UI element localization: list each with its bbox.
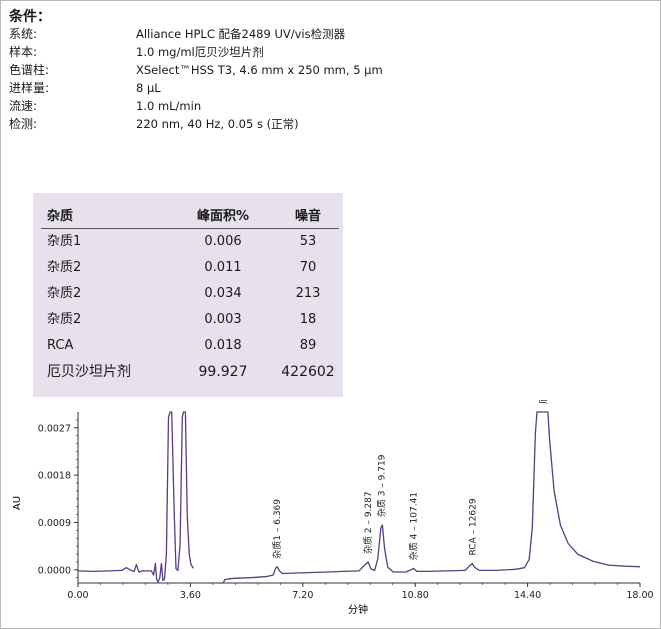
- noise-cell: 18: [299, 312, 317, 327]
- peak-area-cell: 0.003: [204, 312, 242, 327]
- peak-label: 厄贝沙坦片剂 – 14.904: [537, 400, 549, 404]
- header-peak-area: 峰面积%: [196, 209, 250, 224]
- condition-value: XSelect™HSS T3, 4.6 mm x 250 mm, 5 μm: [136, 63, 383, 77]
- conditions-title: 条件：: [9, 9, 51, 25]
- table-row: 杂质2 0.003 18: [33, 309, 343, 331]
- impurity-table: 杂质 峰面积% 噪音 杂质1 0.006 53 杂质2 0.011 70 杂质2 0.034 2…: [33, 193, 343, 397]
- peak-label: 杂质1 – 6.369: [271, 499, 283, 559]
- y-tick-label: 0.0000: [38, 565, 71, 576]
- peak-label: 杂质 4 – 107.41: [407, 492, 419, 560]
- table-row: 杂质1 0.006 53: [33, 231, 343, 253]
- condition-label: 样本:: [9, 45, 38, 59]
- condition-value: 220 nm, 40 Hz, 0.05 s (正常): [136, 117, 299, 131]
- noise-cell: 422602: [281, 364, 335, 380]
- chromatogram-chart: 0.0000 0.0009 0.0018 0.0027 0.00 3.60 7.20 10.8…: [12, 400, 654, 616]
- x-tick-label: 0.00: [67, 590, 88, 601]
- table-row: 杂质2 0.034 213: [33, 283, 343, 305]
- condition-value: Alliance HPLC 配备2489 UV/vis检测器: [136, 27, 346, 41]
- noise-cell: 70: [299, 260, 317, 275]
- peak-area-cell: 99.927: [198, 364, 248, 380]
- table-header-row: 杂质 峰面积% 噪音: [33, 206, 343, 228]
- x-tick-label: 7.20: [292, 590, 313, 601]
- table-row: 杂质2 0.011 70: [33, 257, 343, 279]
- impurity-name-cell: 杂质2: [47, 312, 82, 327]
- impurity-name-cell: RCA: [47, 338, 74, 353]
- peak-area-cell: 0.006: [204, 234, 242, 249]
- peak-label: 杂质 3 – 9.719: [375, 454, 387, 517]
- chromatogram-line: [219, 411, 640, 584]
- chromatogram-line: [78, 411, 195, 583]
- chromatogram-trace: [78, 411, 640, 584]
- table-header-rule: [41, 228, 339, 229]
- condition-value: 8 μL: [136, 81, 161, 95]
- peak-area-cell: 0.034: [204, 286, 242, 301]
- y-tick-label: 0.0027: [38, 423, 71, 434]
- noise-cell: 213: [295, 286, 321, 301]
- noise-cell: 89: [299, 338, 317, 353]
- x-tick-label: 18.00: [626, 590, 653, 601]
- peak-area-cell: 0.011: [204, 260, 242, 275]
- x-tick-label: 10.80: [402, 590, 429, 601]
- impurity-name-cell: 杂质1: [47, 234, 82, 249]
- peak-label: 杂质 2 – 9.287: [362, 491, 374, 554]
- peak-area-cell: 0.018: [204, 338, 242, 353]
- x-tick-label: 3.60: [180, 590, 201, 601]
- table-row: 厄贝沙坦片剂 99.927 422602: [33, 361, 343, 383]
- condition-label: 检测:: [9, 117, 38, 131]
- condition-value: 1.0 mL/min: [136, 99, 202, 113]
- condition-label: 流速:: [9, 99, 38, 113]
- x-axis-label: 分钟: [348, 603, 368, 616]
- condition-label: 系统:: [9, 27, 38, 41]
- x-tick-label: 14.40: [514, 590, 541, 601]
- y-tick-label: 0.0018: [38, 471, 71, 482]
- condition-value: 1.0 mg/ml厄贝沙坦片剂: [136, 45, 264, 59]
- impurity-name-cell: 杂质2: [47, 286, 82, 301]
- impurity-name-cell: 厄贝沙坦片剂: [47, 364, 131, 380]
- y-axis-label: AU: [12, 496, 23, 510]
- condition-label: 进样量:: [9, 81, 50, 95]
- header-impurity: 杂质: [47, 209, 74, 224]
- chart-axes: 0.0000 0.0009 0.0018 0.0027 0.00 3.60 7.20 10.8…: [38, 412, 654, 601]
- condition-label: 色谱柱:: [9, 63, 50, 77]
- table-row: RCA 0.018 89: [33, 335, 343, 357]
- y-tick-label: 0.0009: [38, 518, 71, 529]
- header-noise: 噪音: [294, 209, 321, 224]
- impurity-name-cell: 杂质2: [47, 260, 82, 275]
- noise-cell: 53: [299, 234, 317, 249]
- peak-label: RCA – 12629: [468, 498, 478, 555]
